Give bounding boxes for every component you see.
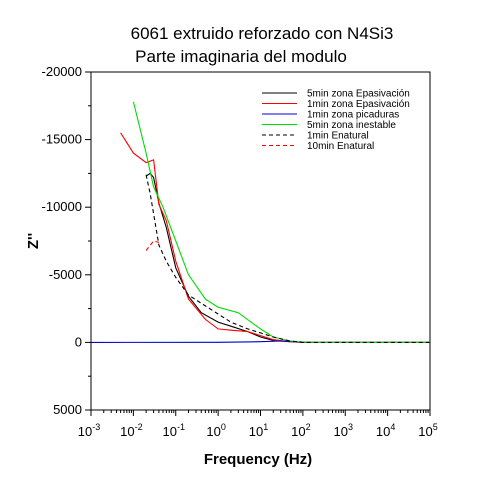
legend-label: 5min zona inestable [307, 120, 396, 131]
y-tick-label: 5000 [53, 402, 82, 417]
x-tick-label: 101 [249, 422, 268, 439]
legend-label: 5min zona Epasivación [307, 89, 410, 100]
series-line [145, 240, 160, 251]
y-tick-label: 0 [75, 334, 82, 349]
y-tick-label: -10000 [42, 199, 82, 214]
x-tick-label: 103 [334, 422, 353, 439]
x-tick-label: 10-2 [120, 422, 142, 439]
x-tick-label: 10-1 [163, 422, 185, 439]
series-layer [90, 101, 430, 343]
chart-title: 6061 extruido reforzado con N4Si3 [131, 24, 394, 43]
series-line [120, 132, 430, 343]
x-tick-label: 104 [376, 422, 395, 439]
y-axis: -20000 -15000 -10000 -5000 0 5000 [42, 64, 91, 417]
y-tick-label: -20000 [42, 64, 82, 79]
chart-subtitle: Parte imaginaria del modulo [135, 47, 347, 66]
y-tick-label: -15000 [42, 132, 82, 147]
x-axis: 10-3 10-2 10-1 100 101 102 103 104 105 [78, 410, 438, 439]
legend-label: 1min Enatural [307, 131, 369, 142]
x-tick-label: 10-3 [78, 422, 100, 439]
series-line [132, 101, 430, 343]
legend-label: 10min Enatural [307, 141, 374, 152]
series-line [145, 174, 430, 343]
x-axis-label: Frequency (Hz) [204, 451, 312, 468]
x-tick-label: 102 [291, 422, 310, 439]
x-tick-label: 105 [418, 422, 437, 439]
x-tick-label: 100 [206, 422, 225, 439]
legend-label: 1min zona picaduras [307, 110, 399, 121]
series-line [145, 172, 430, 343]
legend-label: 1min zona Epasivación [307, 99, 410, 110]
y-axis-label: Z'' [25, 233, 42, 249]
y-tick-label: -5000 [49, 267, 82, 282]
